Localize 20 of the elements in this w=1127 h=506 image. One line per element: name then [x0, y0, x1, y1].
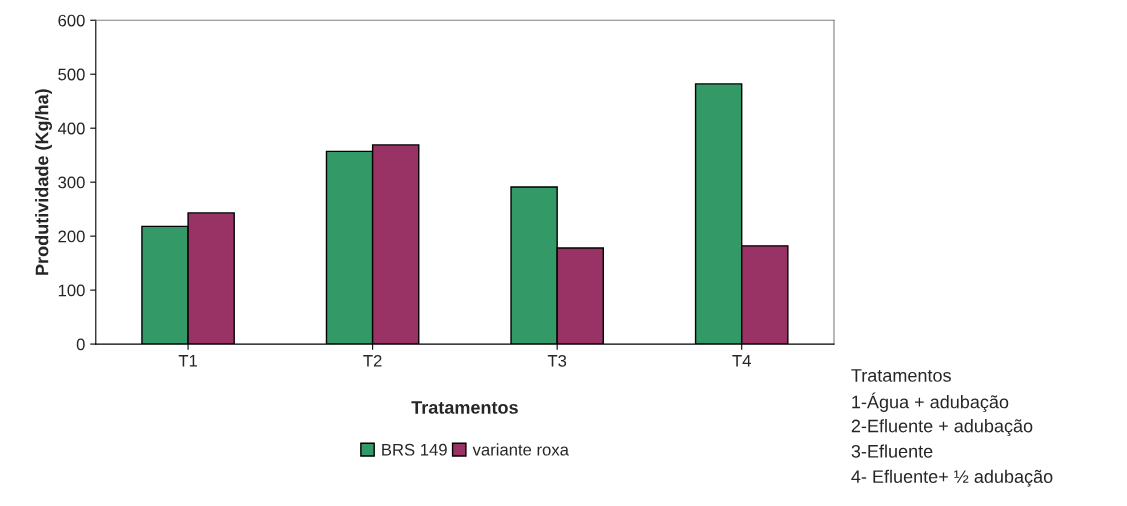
legend-label: variante roxa — [472, 443, 569, 456]
text: 4- Efluente+ ½ adubação — [851, 469, 1053, 487]
y-tick-label: 600 — [58, 14, 85, 27]
text: Tratamentos — [851, 369, 951, 382]
text: 2-Efluente + adubação — [851, 419, 1033, 437]
y-axis-title: Produtividade (Kg/ha) — [35, 89, 53, 275]
y-tick-label: 100 — [58, 284, 85, 297]
x-tick-label: T1 — [178, 355, 197, 367]
x-tick-label: T4 — [732, 355, 751, 367]
y-tick-label: 200 — [58, 230, 85, 243]
legend-label: BRS 149 — [382, 443, 447, 456]
y-tick-label: 300 — [58, 176, 85, 189]
text: 1-Água + adubação — [852, 392, 1009, 413]
y-tick-label: 0 — [76, 338, 85, 351]
y-tick-label: 500 — [58, 68, 85, 81]
y-tick-label: 400 — [57, 122, 85, 135]
x-axis-title: Tratamentos — [411, 401, 518, 414]
x-tick-label: T3 — [547, 354, 567, 367]
text: 3-Efluente — [851, 444, 933, 458]
x-tick-label: T2 — [363, 354, 382, 367]
